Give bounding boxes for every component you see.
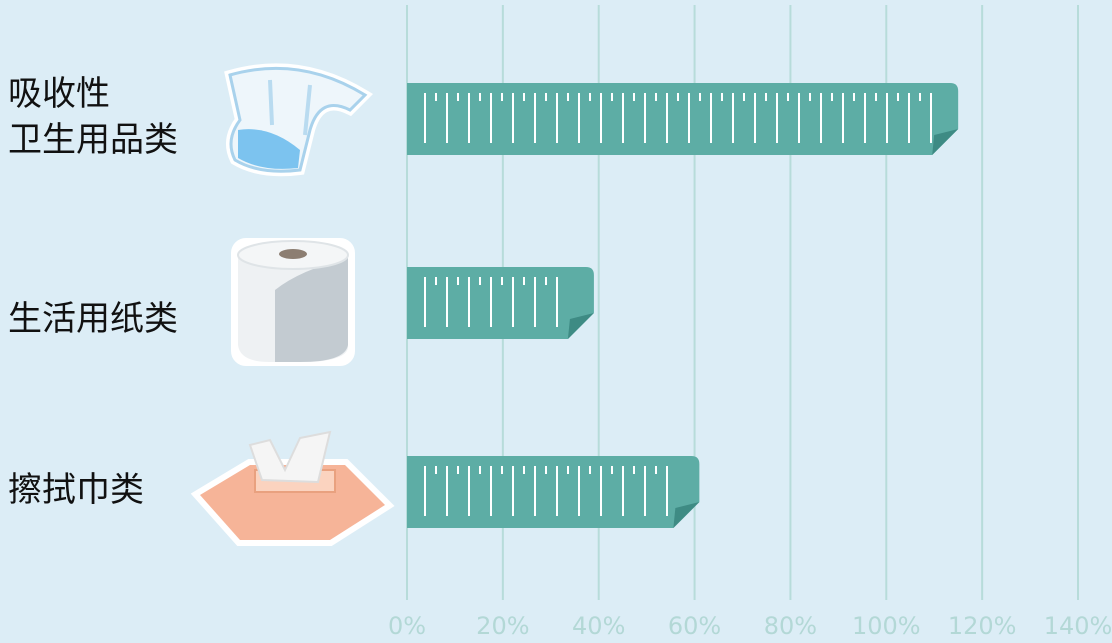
- bar-fold: [932, 129, 959, 155]
- wipes-icon: [190, 430, 395, 546]
- x-tick-label: 40%: [572, 612, 625, 640]
- bar-fold: [673, 502, 700, 528]
- bar-fold: [567, 313, 594, 339]
- toilet-roll-icon: [231, 238, 355, 366]
- x-tick-label: 0%: [388, 612, 426, 640]
- diaper-icon: [224, 63, 374, 177]
- y-tick-label: 生活用纸类: [8, 299, 178, 339]
- y-tick-label: 擦拭巾类: [8, 470, 144, 510]
- x-tick-label: 120%: [948, 612, 1017, 640]
- x-tick-label: 140%: [1044, 612, 1112, 640]
- y-tick-label: 吸收性 卫生用品类: [8, 74, 178, 160]
- x-tick-label: 20%: [476, 612, 529, 640]
- bar: [407, 267, 594, 339]
- x-tick-label: 100%: [852, 612, 921, 640]
- x-tick-label: 60%: [668, 612, 721, 640]
- x-tick-label: 80%: [764, 612, 817, 640]
